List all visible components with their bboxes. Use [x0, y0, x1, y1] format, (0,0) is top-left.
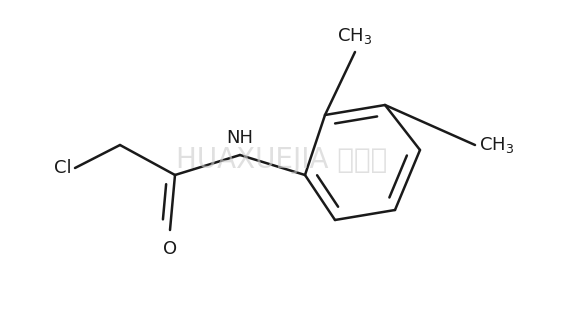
Text: O: O: [163, 240, 177, 258]
Text: HUAXUEJIA 化学加: HUAXUEJIA 化学加: [177, 146, 387, 174]
Text: CH$_3$: CH$_3$: [479, 135, 514, 155]
Text: CH$_3$: CH$_3$: [337, 26, 373, 46]
Text: Cl: Cl: [54, 159, 72, 177]
Text: NH: NH: [227, 129, 253, 147]
